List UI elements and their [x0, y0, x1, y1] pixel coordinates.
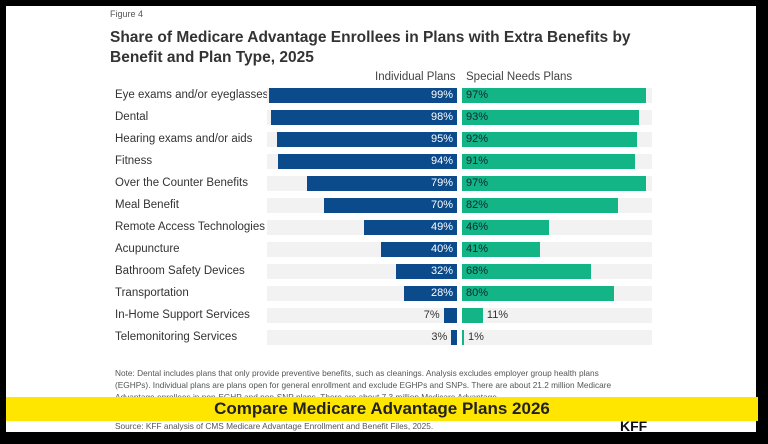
bar-special-needs: [462, 286, 614, 301]
value-special-needs: 41%: [466, 243, 489, 255]
category-label: Remote Access Technologies: [115, 221, 266, 233]
bar-individual: [270, 110, 457, 125]
track-special-needs: [462, 330, 652, 345]
category-label: Meal Benefit: [115, 199, 179, 211]
bar-individual: [276, 132, 457, 147]
value-individual: 49%: [430, 221, 453, 233]
value-individual: 70%: [430, 199, 453, 211]
bar-special-needs: [462, 330, 464, 345]
bar-special-needs: [462, 308, 483, 323]
bar-individual: [306, 176, 457, 191]
value-individual: 99%: [430, 89, 453, 101]
bar-special-needs: [462, 264, 592, 279]
value-special-needs: 92%: [466, 133, 489, 145]
bar-individual: [443, 308, 457, 323]
figure-label: Figure 4: [110, 9, 144, 19]
category-label: Transportation: [115, 287, 189, 299]
value-special-needs: 93%: [466, 111, 489, 123]
bar-special-needs: [462, 110, 639, 125]
bottom-frame: [0, 432, 768, 444]
bar-special-needs: [462, 242, 540, 257]
value-special-needs: 46%: [466, 221, 489, 233]
value-individual: 98%: [430, 111, 453, 123]
value-special-needs: 91%: [466, 155, 489, 167]
value-special-needs: 97%: [466, 89, 489, 101]
bar-special-needs: [462, 176, 647, 191]
bar-special-needs: [462, 154, 635, 169]
category-label: In-Home Support Services: [115, 309, 250, 321]
chart-source: Source: KFF analysis of CMS Medicare Adv…: [115, 421, 434, 431]
category-label: Fitness: [115, 155, 153, 167]
category-label: Over the Counter Benefits: [115, 177, 248, 189]
category-label: Bathroom Safety Devices: [115, 265, 245, 277]
legend-individual: Individual Plans: [375, 71, 456, 83]
value-special-needs: 82%: [466, 199, 489, 211]
category-label: Telemonitoring Services: [115, 331, 238, 343]
track-individual: [267, 308, 457, 323]
track-special-needs: [462, 308, 652, 323]
value-individual: 3%: [431, 331, 448, 343]
category-label: Eye exams and/or eyeglasses: [115, 89, 269, 101]
bar-special-needs: [462, 88, 647, 103]
chart-card: [6, 6, 756, 432]
category-label: Dental: [115, 111, 149, 123]
value-individual: 32%: [430, 265, 453, 277]
value-special-needs: 11%: [486, 309, 509, 321]
promo-banner[interactable]: Compare Medicare Advantage Plans 2026: [6, 397, 758, 421]
bar-individual: [324, 198, 457, 213]
category-label: Acupuncture: [115, 243, 180, 255]
bar-individual: [268, 88, 457, 103]
bar-special-needs: [462, 198, 618, 213]
bar-individual: [381, 242, 457, 257]
value-individual: 94%: [430, 155, 453, 167]
value-special-needs: 68%: [466, 265, 489, 277]
bar-special-needs: [462, 220, 550, 235]
bar-individual: [278, 154, 457, 169]
value-special-needs: 1%: [468, 331, 484, 343]
value-individual: 7%: [423, 309, 440, 321]
bar-individual: [403, 286, 457, 301]
value-special-needs: 97%: [466, 177, 489, 189]
bar-individual: [396, 264, 457, 279]
chart-title: Share of Medicare Advantage Enrollees in…: [110, 29, 631, 66]
category-label: Hearing exams and/or aids: [115, 133, 253, 145]
value-individual: 40%: [430, 243, 453, 255]
track-individual: [267, 330, 457, 345]
value-individual: 79%: [430, 177, 453, 189]
value-individual: 95%: [430, 133, 453, 145]
value-special-needs: 80%: [466, 287, 489, 299]
bar-individual: [363, 220, 457, 235]
bar-individual: [451, 330, 457, 345]
value-individual: 28%: [430, 287, 453, 299]
kff-logo: KFF: [620, 418, 648, 434]
legend-special-needs: Special Needs Plans: [466, 71, 573, 83]
bar-special-needs: [462, 132, 637, 147]
